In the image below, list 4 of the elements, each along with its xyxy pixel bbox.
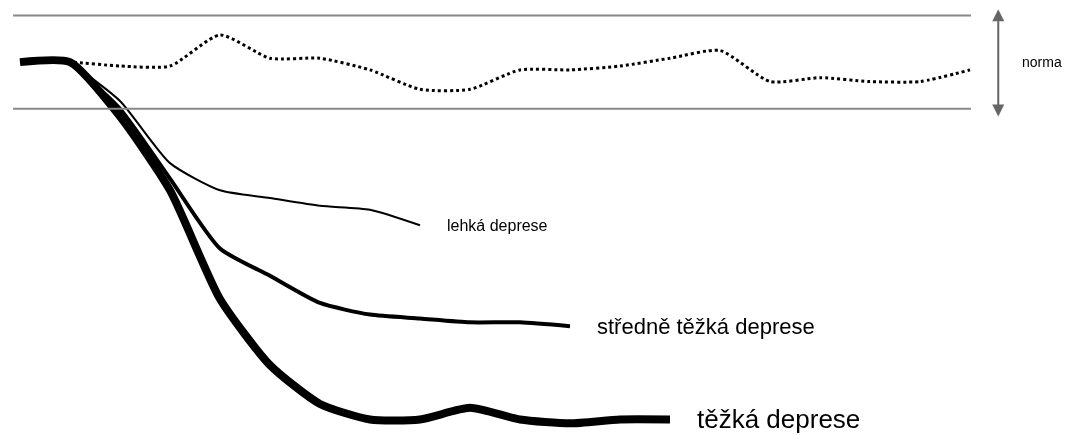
series-label: lehká deprese xyxy=(447,217,548,234)
series-label: středně těžká deprese xyxy=(597,314,815,339)
series-label: těžká deprese xyxy=(697,404,861,434)
text: norma xyxy=(1022,54,1062,70)
